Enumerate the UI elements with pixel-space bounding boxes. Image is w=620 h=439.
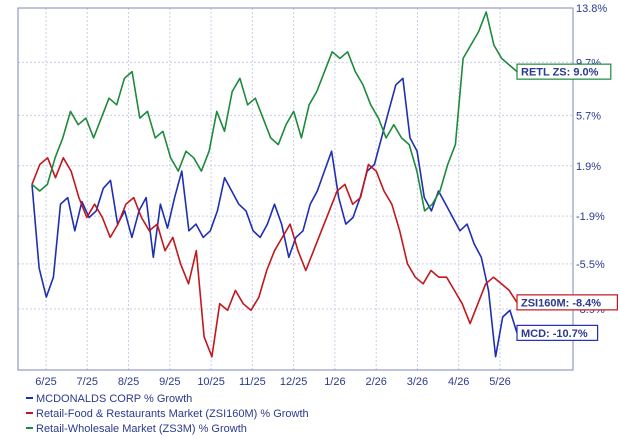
last-value-callouts: MCD: -10.7% ZSI160M: -8.4% RETL ZS: 9.0% <box>516 63 619 341</box>
series-line-2 <box>31 11 518 212</box>
last-value-callout: MCD: -10.7% <box>516 324 599 341</box>
series-line-1 <box>31 157 518 358</box>
x-tick-label: 1/26 <box>324 376 345 388</box>
y-tick-label: 5.7% <box>576 110 601 122</box>
x-tick-label: 12/25 <box>280 376 308 388</box>
x-tick-label: 9/25 <box>159 376 180 388</box>
legend-entry: Retail-Wholesale Market (ZS3M) % Growth <box>36 423 247 435</box>
callout-label: MCD: -10.7% <box>521 328 588 340</box>
y-axis: 13.8%9.7%5.7%1.9%-1.9%-5.5%-8.9% <box>576 3 607 316</box>
legend-entry: MCDONALDS CORP % Growth <box>36 393 192 405</box>
x-tick-label: 11/25 <box>239 376 266 388</box>
legend: MCDONALDS CORP % Growth Retail-Food & Res… <box>26 393 309 435</box>
legend-entry: Retail-Food & Restaurants Market (ZSI160… <box>36 408 309 420</box>
series-line-0 <box>31 77 518 358</box>
x-tick-label: 3/26 <box>407 376 428 388</box>
x-tick-label: 8/25 <box>118 376 139 388</box>
callout-box <box>516 63 612 80</box>
x-tick-label: 6/25 <box>35 376 56 388</box>
callout-box <box>516 324 599 341</box>
callout-box <box>516 294 619 311</box>
y-tick-label: -5.5% <box>576 259 605 271</box>
last-value-callout: RETL ZS: 9.0% <box>516 63 612 80</box>
x-tick-label: 4/26 <box>448 376 469 388</box>
y-tick-label: 1.9% <box>576 161 601 173</box>
x-tick-label: 5/26 <box>489 376 510 388</box>
plot-frame <box>17 7 574 371</box>
x-tick-label: 2/26 <box>365 376 386 388</box>
last-value-callout: ZSI160M: -8.4% <box>516 294 619 311</box>
x-tick-label: 7/25 <box>77 376 98 388</box>
callout-label: RETL ZS: 9.0% <box>521 67 599 79</box>
y-tick-label: -1.9% <box>576 211 605 223</box>
series-lines <box>31 11 518 358</box>
y-tick-label: 13.8% <box>576 3 607 15</box>
chart-grid <box>18 7 573 370</box>
callout-label: ZSI160M: -8.4% <box>521 297 601 309</box>
x-tick-label: 10/25 <box>197 376 225 388</box>
x-axis: 6/25 7/25 8/25 9/25 10/25 11/25 12/25 1/26 2/26 3… <box>35 376 510 388</box>
